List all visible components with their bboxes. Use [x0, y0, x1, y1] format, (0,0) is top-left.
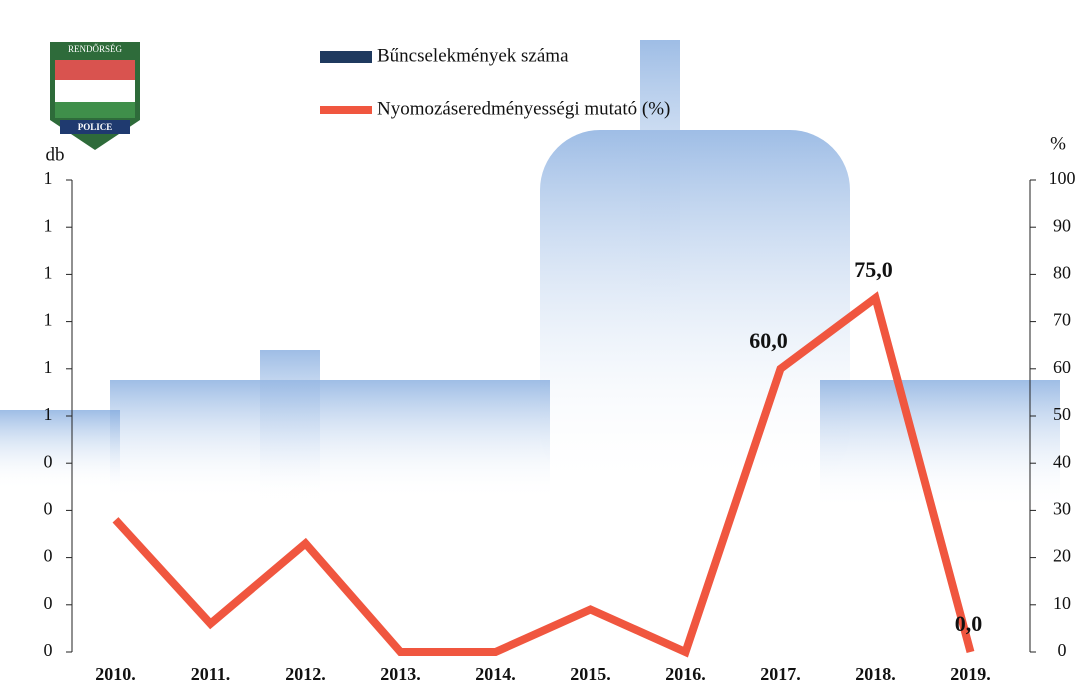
y2-tick-label: 0: [1058, 640, 1067, 660]
y-tick-label: 1: [44, 310, 53, 330]
legend-label: Bűncselekmények száma: [377, 45, 569, 66]
x-tick-label: 2012.: [285, 664, 326, 684]
police-logo: RENDŐRSÉG POLICE: [50, 42, 140, 150]
y2-tick-label: 100: [1049, 168, 1076, 188]
data-label: 60,0: [749, 328, 788, 353]
y-tick-label: 1: [44, 263, 53, 283]
y2-tick-label: 90: [1053, 215, 1071, 235]
logo-text: POLICE: [78, 122, 113, 132]
y-tick-label: 0: [44, 499, 53, 519]
x-tick-label: 2011.: [191, 664, 231, 684]
y-tick-label: 1: [44, 168, 53, 188]
data-label: 75,0: [854, 257, 893, 282]
chart: RENDŐRSÉG POLICE db % 000001111110102030…: [0, 0, 1081, 690]
logo-text: RENDŐRSÉG: [68, 44, 123, 54]
y-tick-label: 0: [44, 640, 53, 660]
y-axis-label: db: [46, 144, 65, 165]
x-tick-label: 2015.: [570, 664, 611, 684]
x-tick-label: 2014.: [475, 664, 516, 684]
x-tick-label: 2013.: [380, 664, 421, 684]
y2-tick-label: 50: [1053, 404, 1071, 424]
y-tick-label: 0: [44, 451, 53, 471]
y-tick-label: 1: [44, 357, 53, 377]
x-tick-label: 2018.: [855, 664, 896, 684]
y2-tick-label: 20: [1053, 546, 1071, 566]
y-tick-label: 1: [44, 215, 53, 235]
y2-tick-label: 80: [1053, 263, 1071, 283]
x-tick-label: 2010.: [95, 664, 136, 684]
y-tick-label: 1: [44, 404, 53, 424]
x-tick-label: 2016.: [665, 664, 706, 684]
y2-tick-label: 70: [1053, 310, 1071, 330]
y2-tick-label: 30: [1053, 499, 1071, 519]
x-tick-label: 2017.: [760, 664, 801, 684]
y-tick-label: 0: [44, 593, 53, 613]
y-tick-label: 0: [44, 546, 53, 566]
legend-label: Nyomozáseredményességi mutató (%): [377, 98, 670, 119]
data-label: 0,0: [955, 611, 983, 636]
y2-tick-label: 40: [1053, 451, 1071, 471]
y2-tick-label: 60: [1053, 357, 1071, 377]
legend-swatch: [320, 51, 372, 63]
y2-axis-label: %: [1050, 133, 1066, 154]
x-tick-label: 2019.: [950, 664, 991, 684]
y2-tick-label: 10: [1053, 593, 1071, 613]
